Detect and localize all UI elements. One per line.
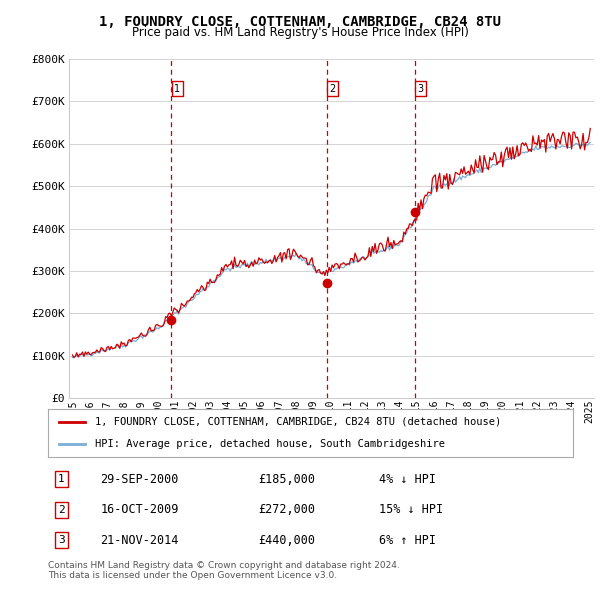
Text: 15% ↓ HPI: 15% ↓ HPI: [379, 503, 443, 516]
Text: 1, FOUNDRY CLOSE, COTTENHAM, CAMBRIDGE, CB24 8TU: 1, FOUNDRY CLOSE, COTTENHAM, CAMBRIDGE, …: [99, 15, 501, 29]
Text: 4% ↓ HPI: 4% ↓ HPI: [379, 473, 436, 486]
Text: 2: 2: [58, 505, 65, 514]
Text: HPI: Average price, detached house, South Cambridgeshire: HPI: Average price, detached house, Sout…: [95, 439, 445, 449]
Text: 3: 3: [418, 84, 424, 94]
Text: £272,000: £272,000: [258, 503, 315, 516]
Text: Contains HM Land Registry data © Crown copyright and database right 2024.: Contains HM Land Registry data © Crown c…: [48, 560, 400, 569]
Text: 1: 1: [174, 84, 180, 94]
Text: 6% ↑ HPI: 6% ↑ HPI: [379, 534, 436, 547]
Text: 16-OCT-2009: 16-OCT-2009: [101, 503, 179, 516]
Text: Price paid vs. HM Land Registry's House Price Index (HPI): Price paid vs. HM Land Registry's House …: [131, 26, 469, 39]
Text: 1: 1: [58, 474, 65, 484]
Text: 1, FOUNDRY CLOSE, COTTENHAM, CAMBRIDGE, CB24 8TU (detached house): 1, FOUNDRY CLOSE, COTTENHAM, CAMBRIDGE, …: [95, 417, 502, 427]
Text: £440,000: £440,000: [258, 534, 315, 547]
Text: 21-NOV-2014: 21-NOV-2014: [101, 534, 179, 547]
Text: 29-SEP-2000: 29-SEP-2000: [101, 473, 179, 486]
Text: 2: 2: [329, 84, 336, 94]
Text: 3: 3: [58, 535, 65, 545]
Text: £185,000: £185,000: [258, 473, 315, 486]
Text: This data is licensed under the Open Government Licence v3.0.: This data is licensed under the Open Gov…: [48, 571, 337, 580]
